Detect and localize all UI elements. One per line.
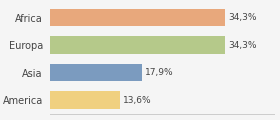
Text: 34,3%: 34,3% bbox=[228, 13, 256, 22]
Bar bbox=[50, 9, 225, 27]
Bar bbox=[50, 64, 141, 81]
Text: 17,9%: 17,9% bbox=[144, 68, 173, 77]
Bar bbox=[50, 36, 225, 54]
Bar bbox=[50, 91, 120, 109]
Text: 34,3%: 34,3% bbox=[228, 41, 256, 50]
Text: 13,6%: 13,6% bbox=[123, 96, 151, 105]
